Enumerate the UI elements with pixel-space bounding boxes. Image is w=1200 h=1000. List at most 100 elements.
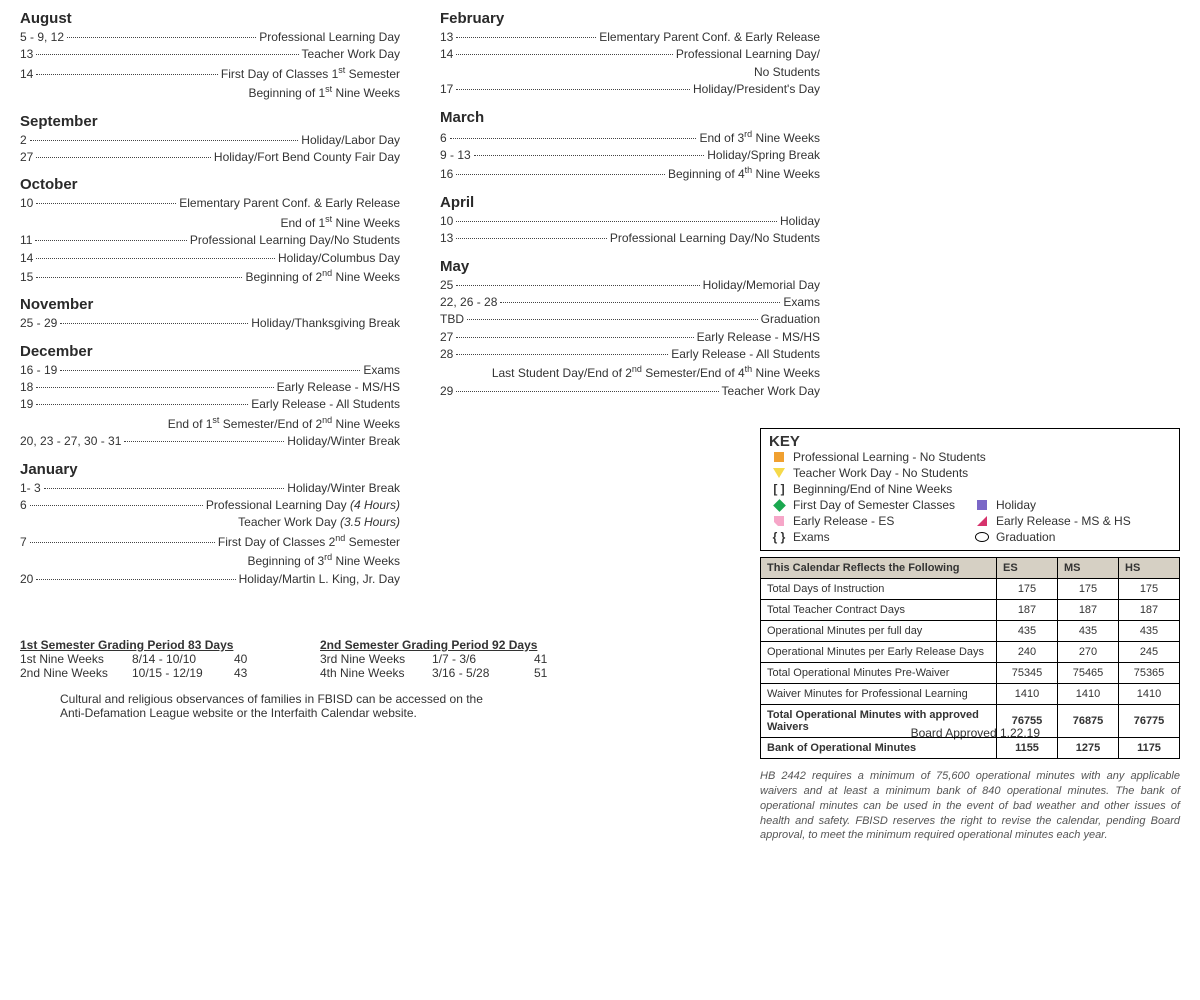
entry-date: 27 <box>440 329 453 346</box>
calendar-entry: 6End of 3rd Nine Weeks <box>440 128 820 147</box>
entry-desc: Early Release - All Students <box>251 396 400 413</box>
entry-desc: Beginning of 3rd Nine Weeks <box>247 551 400 570</box>
grading-header: 1st Semester Grading Period 83 Days <box>20 638 280 652</box>
entry-desc: Professional Learning Day/No Students <box>610 230 820 247</box>
month-title: May <box>440 258 820 275</box>
month-title: March <box>440 109 820 126</box>
entry-date: 18 <box>20 379 33 396</box>
entry-date: 16 - 19 <box>20 362 57 379</box>
key-graduation: Graduation <box>996 530 1171 544</box>
entry-desc: Beginning of 2nd Nine Weeks <box>245 267 400 286</box>
curly-braces-icon: { } <box>769 530 789 544</box>
key-grid: Professional Learning - No Students Teac… <box>769 450 1171 544</box>
entry-desc: No Students <box>754 64 820 81</box>
entry-date: 7 <box>20 534 27 551</box>
grading-line: 2nd Nine Weeks10/15 - 12/1943 <box>20 666 280 680</box>
calendar-entry: 25Holiday/Memorial Day <box>440 277 820 294</box>
table-header-ms: MS <box>1058 558 1119 579</box>
entry-desc: End of 1st Semester/End of 2nd Nine Week… <box>168 414 400 433</box>
month-block: May25Holiday/Memorial Day22, 26 - 28Exam… <box>440 258 820 401</box>
key-exams: Exams <box>793 530 968 544</box>
calendar-entry: 16Beginning of 4th Nine Weeks <box>440 164 820 183</box>
key-title: KEY <box>769 433 1171 450</box>
month-title: September <box>20 113 400 130</box>
entry-desc: First Day of Classes 2nd Semester <box>218 532 400 551</box>
triangle-down-icon <box>769 466 789 480</box>
entry-desc: Holiday/Thanksgiving Break <box>251 315 400 332</box>
calendar-entry: 29 Teacher Work Day <box>440 383 820 400</box>
entry-desc: Teacher Work Day <box>302 46 400 63</box>
grading-left: 1st Semester Grading Period 83 Days1st N… <box>20 638 280 680</box>
month-block: August 5 - 9, 12Professional Learning Day… <box>20 10 400 103</box>
square-purple-icon <box>972 498 992 512</box>
entry-desc: First Day of Classes 1st Semester <box>221 64 400 83</box>
month-block: September2Holiday/Labor Day27Holiday/For… <box>20 113 400 167</box>
entry-desc: Early Release - MS/HS <box>697 329 820 346</box>
entry-desc: Professional Learning Day <box>259 29 400 46</box>
month-block: February13Elementary Parent Conf. & Earl… <box>440 10 820 99</box>
month-title: April <box>440 194 820 211</box>
calendar-entry: End of 1st Nine Weeks <box>20 213 400 232</box>
calendar-entry: 13 Teacher Work Day <box>20 46 400 63</box>
calendar-entry: 13Elementary Parent Conf. & Early Releas… <box>440 29 820 46</box>
entry-desc: Early Release - MS/HS <box>277 379 400 396</box>
entry-desc: Holiday/Fort Bend County Fair Day <box>214 149 400 166</box>
entry-desc: Teacher Work Day (3.5 Hours) <box>238 514 400 531</box>
footnote: HB 2442 requires a minimum of 75,600 ope… <box>760 769 1180 843</box>
calendar-entry: 25 - 29Holiday/Thanksgiving Break <box>20 315 400 332</box>
month-block: December 16 - 19 Exams 18 Early Release - MS… <box>20 343 400 451</box>
entry-desc: Holiday/Winter Break <box>287 480 400 497</box>
entry-date: 2 <box>20 132 27 149</box>
entry-date: TBD <box>440 311 464 328</box>
entry-date: 9 - 13 <box>440 147 471 164</box>
flag-pink-icon <box>769 514 789 528</box>
calendar-entry: 14Holiday/Columbus Day <box>20 250 400 267</box>
triangle-red-icon <box>972 514 992 528</box>
brackets-icon: [ ] <box>769 482 789 496</box>
entry-desc: Holiday/President's Day <box>693 81 820 98</box>
month-block: April10Holiday13Professional Learning Da… <box>440 194 820 248</box>
entry-date: 20 <box>20 571 33 588</box>
left-column: August 5 - 9, 12Professional Learning Day… <box>20 10 400 598</box>
calendar-entry: 16 - 19 Exams <box>20 362 400 379</box>
entry-date: 15 <box>20 269 33 286</box>
table-row: Waiver Minutes for Professional Learning… <box>761 684 1180 705</box>
calendar-entry: 27 Early Release - MS/HS <box>440 329 820 346</box>
oval-icon <box>972 530 992 544</box>
table-row: Total Days of Instruction175175175 <box>761 579 1180 600</box>
month-title: October <box>20 176 400 193</box>
table-row: Operational Minutes per Early Release Da… <box>761 642 1180 663</box>
entry-desc: Holiday/Winter Break <box>287 433 400 450</box>
calendar-entry: 17Holiday/President's Day <box>440 81 820 98</box>
calendar-entry: 14Professional Learning Day/ <box>440 46 820 63</box>
entry-date: 29 <box>440 383 453 400</box>
calendar-entry: 5 - 9, 12Professional Learning Day <box>20 29 400 46</box>
entry-desc: Holiday/Martin L. King, Jr. Day <box>239 571 400 588</box>
entry-desc: Professional Learning Day (4 Hours) <box>206 497 400 514</box>
grading-header: 2nd Semester Grading Period 92 Days <box>320 638 580 652</box>
month-title: January <box>20 461 400 478</box>
table-row: Bank of Operational Minutes115512751175 <box>761 738 1180 759</box>
calendar-entry: 6 Professional Learning Day (4 Hours) <box>20 497 400 514</box>
month-title: December <box>20 343 400 360</box>
entry-desc: Teacher Work Day <box>722 383 820 400</box>
entry-desc: Exams <box>363 362 400 379</box>
key-early-es: Early Release - ES <box>793 514 968 528</box>
entry-desc: Last Student Day/End of 2nd Semester/End… <box>492 363 820 382</box>
table-row: Total Operational Minutes with approved … <box>761 705 1180 738</box>
entry-date: 6 <box>20 497 27 514</box>
table-header-es: ES <box>997 558 1058 579</box>
entry-desc: Holiday <box>780 213 820 230</box>
month-title: November <box>20 296 400 313</box>
entry-desc: Professional Learning Day/No Students <box>190 232 400 249</box>
info-table: This Calendar Reflects the Following ES … <box>760 557 1180 759</box>
entry-desc: Holiday/Spring Break <box>707 147 820 164</box>
entry-date: 20, 23 - 27, 30 - 31 <box>20 433 121 450</box>
calendar-entry: 20, 23 - 27, 30 - 31 Holiday/Winter Break <box>20 433 400 450</box>
key-nine-weeks: Beginning/End of Nine Weeks <box>793 482 1171 496</box>
entry-date: 13 <box>20 46 33 63</box>
month-title: August <box>20 10 400 27</box>
entry-date: 10 <box>20 195 33 212</box>
table-header-hs: HS <box>1119 558 1180 579</box>
key-early-mshs: Early Release - MS & HS <box>996 514 1171 528</box>
